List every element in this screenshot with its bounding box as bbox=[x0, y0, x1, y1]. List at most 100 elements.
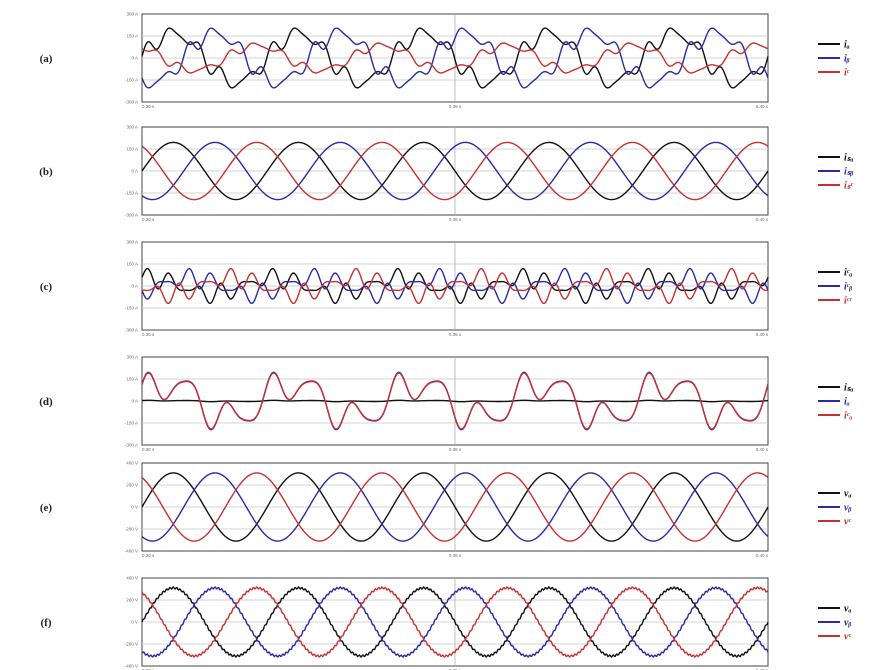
trace-a bbox=[141, 27, 769, 89]
panel-c: 300 A 150 A 0 A -150 A -300 A 0.30 s 0.35 s 0.4… bbox=[40, 240, 852, 338]
x-tick-label: 0.40 s bbox=[756, 332, 769, 337]
legend-label: iₛᵦ bbox=[844, 167, 854, 178]
x-tick-label: 0.30 s bbox=[142, 668, 155, 670]
panel-b: 300 A 150 A 0 A -150 A -300 A 0.30 s 0.35 s 0.4… bbox=[39, 125, 853, 223]
y-tick-label: -150 A bbox=[125, 306, 138, 311]
panel-f: 400 V 200 V 0 V -200 V -400 V 0.30 s 0.35 s 0.4… bbox=[41, 576, 852, 670]
trace-a bbox=[141, 472, 769, 542]
y-tick-label: -300 A bbox=[125, 328, 138, 333]
y-tick-label: -200 V bbox=[125, 642, 138, 647]
legend-label: iₛₐ bbox=[844, 153, 854, 164]
legend-label: iₐ bbox=[844, 40, 850, 51]
x-tick-label: 0.30 s bbox=[142, 217, 155, 222]
x-tick-label: 0.40 s bbox=[756, 668, 769, 670]
y-tick-label: -300 A bbox=[125, 443, 138, 448]
trace-c bbox=[141, 267, 769, 305]
y-tick-label: 400 V bbox=[126, 461, 138, 466]
y-tick-label: 150 A bbox=[126, 377, 138, 382]
x-tick-label: 0.40 s bbox=[756, 447, 769, 452]
x-tick-label: 0.35 s bbox=[449, 104, 462, 109]
x-tick-label: 0.30 s bbox=[142, 332, 155, 337]
y-tick-label: -300 A bbox=[125, 213, 138, 218]
legend: vₐ vᵦ vᶜ bbox=[818, 489, 851, 528]
panel-d: 300 A 150 A 0 A -150 A -300 A 0.30 s 0.35 s 0.4… bbox=[39, 355, 853, 453]
panel-e: 400 V 200 V 0 V -200 V -400 V 0.30 s 0.35 s 0.4… bbox=[40, 461, 852, 559]
legend-label: vᵦ bbox=[844, 503, 851, 514]
y-tick-label: -200 V bbox=[125, 527, 138, 532]
y-tick-label: 200 V bbox=[126, 483, 138, 488]
legend-label: iₛₐ bbox=[844, 383, 854, 394]
legend: iᶜₐ iᶜᵦ iᶜᶜ bbox=[818, 268, 852, 307]
legend: iₛₐ iₐ iᶜₐ bbox=[818, 383, 854, 422]
y-tick-label: -400 V bbox=[125, 549, 138, 554]
legend-label: vₐ bbox=[844, 489, 851, 500]
y-tick-label: -150 A bbox=[125, 421, 138, 426]
panel-label: (a) bbox=[40, 53, 53, 65]
legend-label: vᶜ bbox=[844, 517, 851, 528]
legend: iₐ iᵦ iᶜ bbox=[818, 40, 850, 79]
trace-c bbox=[141, 372, 769, 430]
x-tick-label: 0.35 s bbox=[449, 332, 462, 337]
y-tick-label: 300 A bbox=[126, 355, 138, 360]
trace-c bbox=[141, 472, 769, 542]
y-tick-label: 150 A bbox=[126, 262, 138, 267]
legend-label: iᶜᶜ bbox=[844, 296, 852, 307]
legend-label: iᵦ bbox=[844, 54, 850, 65]
trace-a bbox=[141, 399, 769, 403]
panel-label: (b) bbox=[39, 166, 53, 178]
trace-c bbox=[141, 141, 769, 201]
y-tick-label: 150 A bbox=[126, 34, 138, 39]
legend-label: iᶜᵦ bbox=[844, 282, 852, 293]
x-tick-label: 0.35 s bbox=[449, 447, 462, 452]
x-tick-label: 0.40 s bbox=[756, 217, 769, 222]
legend: iₛₐ iₛᵦ iₛᶜ bbox=[818, 153, 854, 192]
y-tick-label: 300 A bbox=[126, 240, 138, 245]
x-tick-label: 0.30 s bbox=[142, 104, 155, 109]
trace-a bbox=[141, 586, 769, 658]
trace-b bbox=[141, 141, 769, 201]
y-tick-label: 200 V bbox=[126, 598, 138, 603]
y-tick-label: -300 A bbox=[125, 100, 138, 105]
x-tick-label: 0.35 s bbox=[449, 668, 462, 670]
trace-c bbox=[141, 42, 769, 74]
legend: vₐ vᵦ vᶜ bbox=[818, 604, 851, 643]
panel-label: (e) bbox=[40, 502, 53, 514]
legend-label: iₐ bbox=[844, 397, 850, 408]
trace-b bbox=[141, 27, 769, 89]
legend-label: iᶜₐ bbox=[844, 268, 852, 279]
x-tick-label: 0.30 s bbox=[142, 447, 155, 452]
legend-label: iₛᶜ bbox=[844, 181, 854, 192]
y-tick-label: 0 A bbox=[131, 56, 138, 61]
x-tick-label: 0.40 s bbox=[756, 553, 769, 558]
panel-label: (f) bbox=[41, 617, 52, 629]
y-tick-label: -150 A bbox=[125, 191, 138, 196]
legend-label: vᶜ bbox=[844, 632, 851, 643]
trace-a bbox=[141, 141, 769, 201]
y-tick-label: 300 A bbox=[126, 125, 138, 130]
y-tick-label: 400 V bbox=[126, 576, 138, 581]
x-tick-label: 0.35 s bbox=[449, 217, 462, 222]
legend-label: vᵦ bbox=[844, 618, 851, 629]
legend-label: vₐ bbox=[844, 604, 851, 615]
y-tick-label: 0 A bbox=[131, 284, 138, 289]
trace-c bbox=[141, 586, 769, 658]
panel-label: (d) bbox=[39, 396, 53, 408]
trace-b bbox=[141, 472, 769, 542]
y-tick-label: 0 A bbox=[131, 169, 138, 174]
x-tick-label: 0.35 s bbox=[449, 553, 462, 558]
legend-label: iᶜ bbox=[844, 68, 850, 79]
legend-label: iᶜₐ bbox=[844, 411, 852, 422]
y-tick-label: 0 A bbox=[131, 399, 138, 404]
panel-a: 300 A 150 A 0 A -150 A -300 A 0.30 s 0.35 s 0.4… bbox=[40, 12, 850, 110]
y-tick-label: 150 A bbox=[126, 147, 138, 152]
y-tick-label: -150 A bbox=[125, 78, 138, 83]
y-tick-label: 300 A bbox=[126, 12, 138, 17]
trace-b bbox=[141, 586, 769, 658]
y-tick-label: -400 V bbox=[125, 664, 138, 669]
x-tick-label: 0.30 s bbox=[142, 553, 155, 558]
y-tick-label: 0 V bbox=[131, 620, 138, 625]
panel-label: (c) bbox=[40, 281, 53, 293]
y-tick-label: 0 V bbox=[131, 505, 138, 510]
x-tick-label: 0.40 s bbox=[756, 104, 769, 109]
